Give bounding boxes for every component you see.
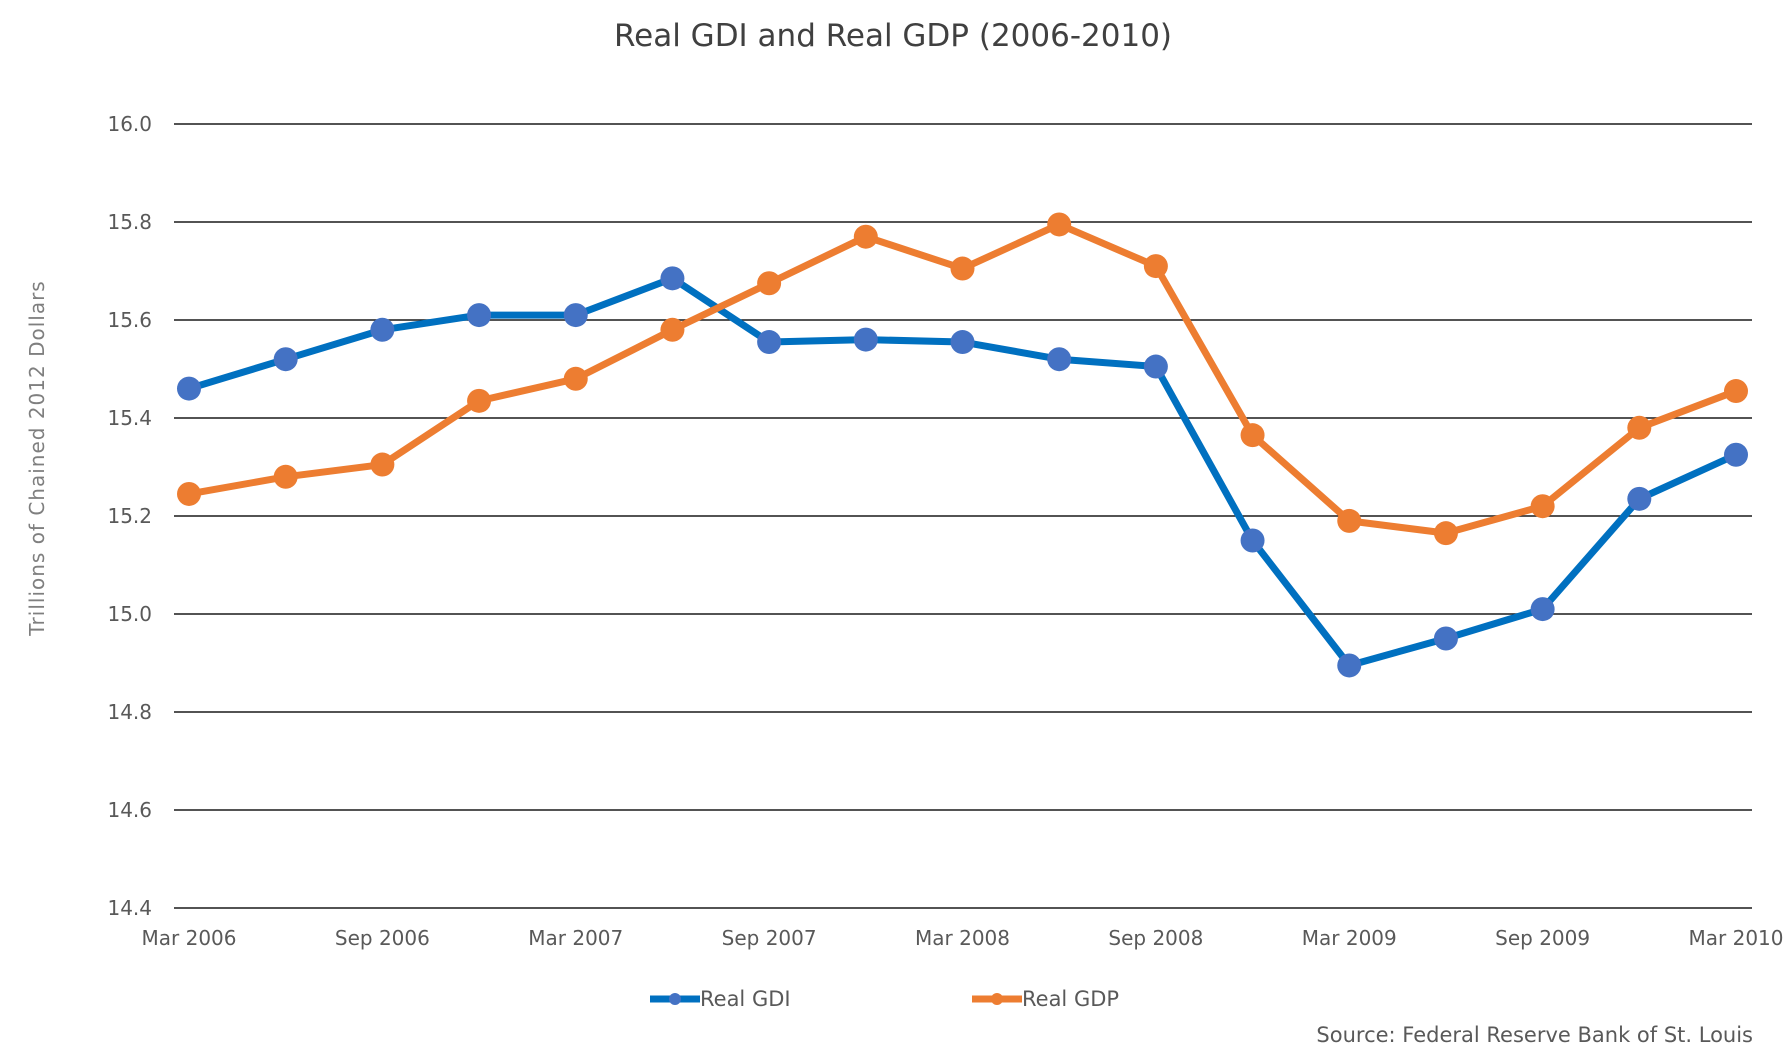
source-note: Source: Federal Reserve Bank of St. Loui… — [1316, 1023, 1753, 1047]
data-point — [1047, 347, 1072, 372]
x-tick-label: Mar 2007 — [528, 926, 623, 950]
x-tick-label: Sep 2007 — [722, 926, 817, 950]
data-point — [1530, 597, 1555, 622]
data-point — [177, 481, 201, 506]
data-point — [1433, 626, 1458, 651]
data-point — [177, 376, 201, 401]
data-point — [273, 464, 298, 489]
x-tick-label: Mar 2009 — [1302, 926, 1397, 950]
series-real-gdp — [177, 212, 1748, 546]
data-point — [370, 317, 395, 342]
legend-label: Real GDP — [1022, 987, 1119, 1011]
data-point — [467, 303, 492, 328]
y-tick-label: 15.0 — [107, 602, 152, 626]
y-axis-label: Trillions of Chained 2012 Dollars — [25, 280, 49, 636]
y-tick-label: 15.8 — [107, 210, 152, 234]
y-tick-label: 14.4 — [107, 896, 152, 920]
y-tick-label: 14.6 — [107, 798, 152, 822]
data-point — [757, 330, 782, 355]
data-point — [1240, 423, 1265, 448]
data-point — [1337, 653, 1362, 678]
data-point — [1337, 508, 1362, 533]
data-point — [1433, 521, 1458, 546]
data-point — [563, 366, 588, 391]
data-point — [467, 388, 492, 413]
data-point — [1530, 494, 1555, 519]
legend-item: Real GDI — [650, 987, 791, 1011]
data-point — [1047, 212, 1072, 237]
data-point — [1627, 415, 1652, 440]
data-point — [950, 330, 975, 355]
x-tick-label: Mar 2010 — [1689, 926, 1784, 950]
data-point — [1143, 354, 1168, 379]
data-point — [853, 327, 878, 352]
legend-item: Real GDP — [972, 987, 1119, 1011]
x-tick-label: Sep 2008 — [1108, 926, 1203, 950]
data-point — [273, 347, 298, 372]
data-point — [1627, 486, 1652, 511]
data-point — [853, 224, 878, 249]
y-tick-label: 15.2 — [107, 504, 152, 528]
legend-label: Real GDI — [700, 987, 791, 1011]
legend-marker-icon — [669, 993, 681, 1005]
chart-title: Real GDI and Real GDP (2006-2010) — [614, 18, 1172, 54]
data-point — [1240, 528, 1265, 553]
data-point — [660, 266, 685, 291]
data-point — [950, 256, 975, 281]
data-point — [1724, 442, 1748, 467]
legend-marker-icon — [991, 993, 1003, 1005]
y-tick-label: 15.6 — [107, 308, 152, 332]
data-point — [563, 303, 588, 328]
data-point — [1724, 379, 1748, 404]
data-point — [660, 317, 685, 342]
y-tick-label: 14.8 — [107, 700, 152, 724]
y-tick-label: 15.4 — [107, 406, 152, 430]
x-tick-label: Mar 2006 — [142, 926, 237, 950]
series-real-gdi — [177, 266, 1748, 678]
data-point — [757, 271, 782, 296]
y-tick-label: 16.0 — [107, 112, 152, 136]
data-point — [370, 452, 395, 477]
data-point — [1143, 254, 1168, 279]
x-tick-label: Mar 2008 — [915, 926, 1010, 950]
x-tick-label: Sep 2009 — [1495, 926, 1590, 950]
x-tick-label: Sep 2006 — [335, 926, 430, 950]
